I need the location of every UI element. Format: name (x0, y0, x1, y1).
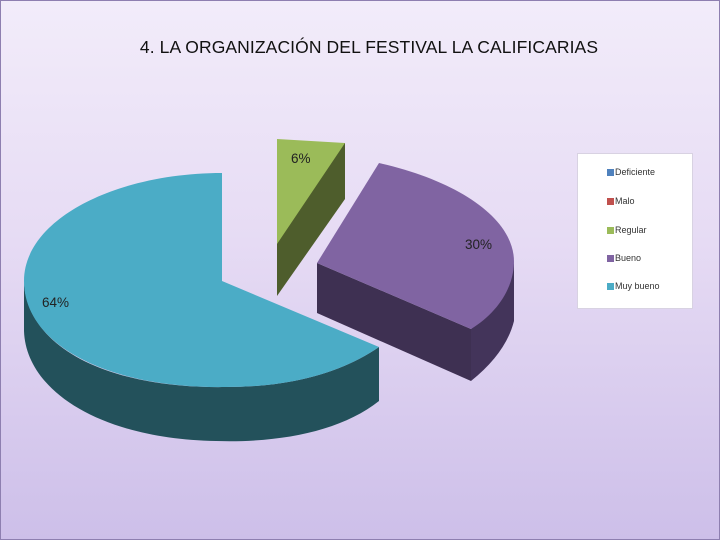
chart-legend: Deficiente Malo Regular Bueno Muy bueno (577, 153, 693, 309)
slice-muy-bueno (24, 173, 379, 442)
legend-swatch (607, 168, 614, 176)
legend-item-muy-bueno: Muy bueno (607, 280, 660, 292)
legend-swatch (607, 226, 614, 234)
legend-label: Bueno (615, 253, 642, 263)
legend-label: Muy bueno (615, 281, 660, 291)
legend-swatch (607, 254, 614, 262)
legend-item-regular: Regular (607, 224, 647, 236)
legend-item-deficiente: Deficiente (607, 166, 655, 178)
data-label-regular: 6% (291, 151, 311, 166)
slice-bueno-top (317, 163, 515, 329)
slice-bueno (317, 163, 515, 381)
data-label-muy-bueno: 64% (42, 295, 69, 310)
legend-label: Regular (615, 225, 647, 235)
legend-label: Deficiente (615, 167, 656, 177)
legend-swatch (607, 197, 614, 205)
slice-regular-top (277, 139, 345, 244)
slice-muy-bueno-top (24, 173, 379, 388)
slice-bueno-side (317, 263, 471, 381)
legend-label: Malo (615, 196, 635, 206)
legend-swatch (607, 282, 614, 290)
legend-item-malo: Malo (607, 195, 635, 207)
data-label-bueno: 30% (465, 237, 492, 252)
chart-title: 4. LA ORGANIZACIÓN DEL FESTIVAL LA CALIF… (139, 37, 599, 57)
legend-item-bueno: Bueno (607, 252, 641, 264)
slice-muy-bueno-side (24, 281, 379, 442)
slice-regular (277, 139, 345, 296)
